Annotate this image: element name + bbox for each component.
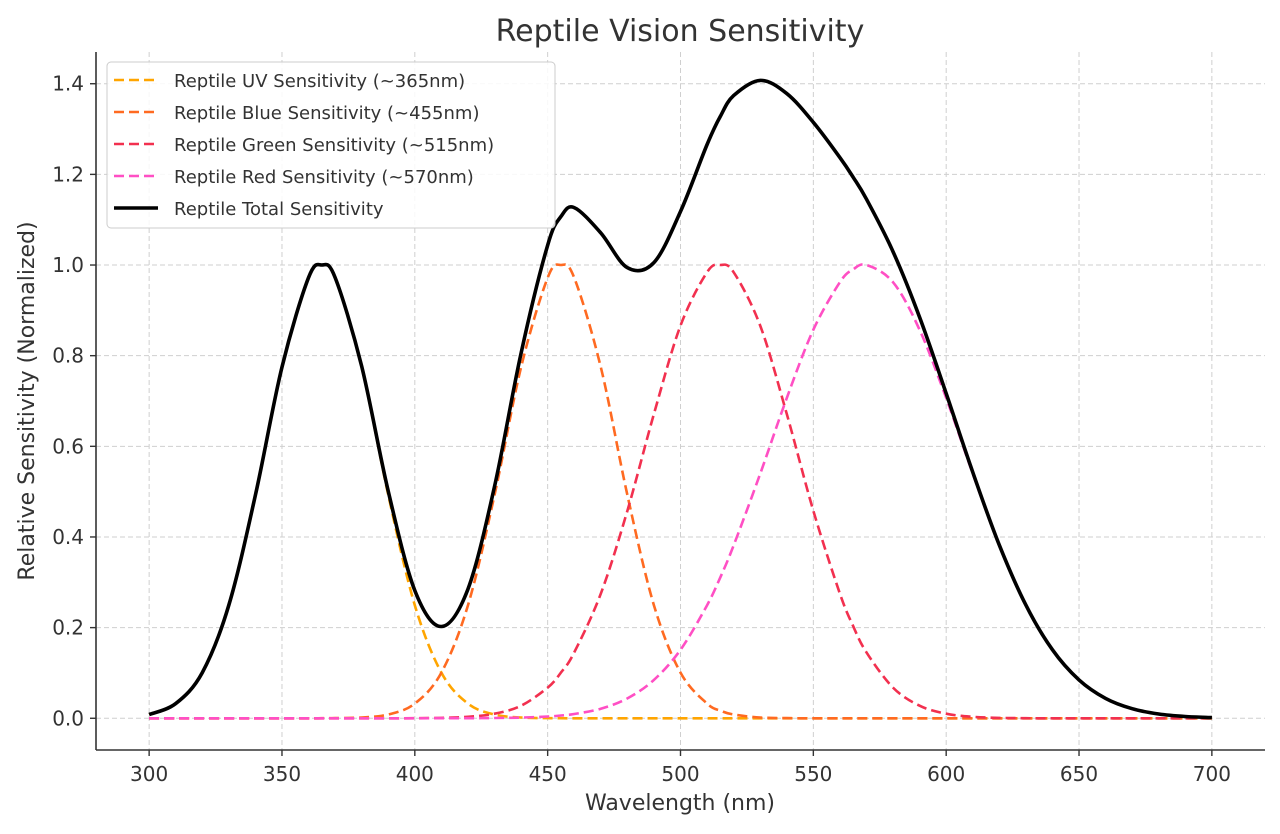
y-tick-label: 1.0 xyxy=(52,253,84,277)
y-tick-label: 0.0 xyxy=(52,706,84,730)
series-line-reptile-total-sensitivity xyxy=(148,78,1212,720)
y-tick-label: 0.8 xyxy=(52,344,84,368)
ticks: 300 350 400 450 500 550 600 650 700 0.0 0.2 0.4 0.6 0… xyxy=(52,72,1231,786)
x-tick-label: 400 xyxy=(396,762,434,786)
legend-label: Reptile Blue Sensitivity (~455nm) xyxy=(174,103,479,124)
x-tick-label: 550 xyxy=(794,762,832,786)
y-axis-label: Relative Sensitivity (Normalized) xyxy=(15,221,40,580)
chart-title: Reptile Vision Sensitivity xyxy=(496,14,865,49)
x-axis-label: Wavelength (nm) xyxy=(585,791,775,816)
x-tick-label: 600 xyxy=(927,762,965,786)
legend-label: Reptile UV Sensitivity (~365nm) xyxy=(174,71,465,92)
x-tick-label: 700 xyxy=(1193,762,1231,786)
legend-box xyxy=(106,61,556,229)
y-tick-label: 0.4 xyxy=(52,525,84,549)
legend-label: Reptile Green Sensitivity (~515nm) xyxy=(174,135,494,156)
y-tick-label: 1.4 xyxy=(52,72,84,96)
x-tick-label: 500 xyxy=(661,762,699,786)
series-line-reptile-green-sensitivity-515nm xyxy=(149,263,1212,720)
y-tick-label: 0.6 xyxy=(52,434,84,458)
x-tick-label: 300 xyxy=(130,762,168,786)
y-tick-label: 1.2 xyxy=(52,162,84,186)
legend-label: Reptile Total Sensitivity xyxy=(174,199,384,220)
legend: Reptile UV Sensitivity (~365nm) Reptile B… xyxy=(106,61,556,229)
x-tick-label: 650 xyxy=(1060,762,1098,786)
series-lines xyxy=(148,78,1212,720)
x-tick-label: 350 xyxy=(263,762,301,786)
y-tick-label: 0.2 xyxy=(52,616,84,640)
legend-label: Reptile Red Sensitivity (~570nm) xyxy=(174,167,474,188)
x-tick-label: 450 xyxy=(529,762,567,786)
